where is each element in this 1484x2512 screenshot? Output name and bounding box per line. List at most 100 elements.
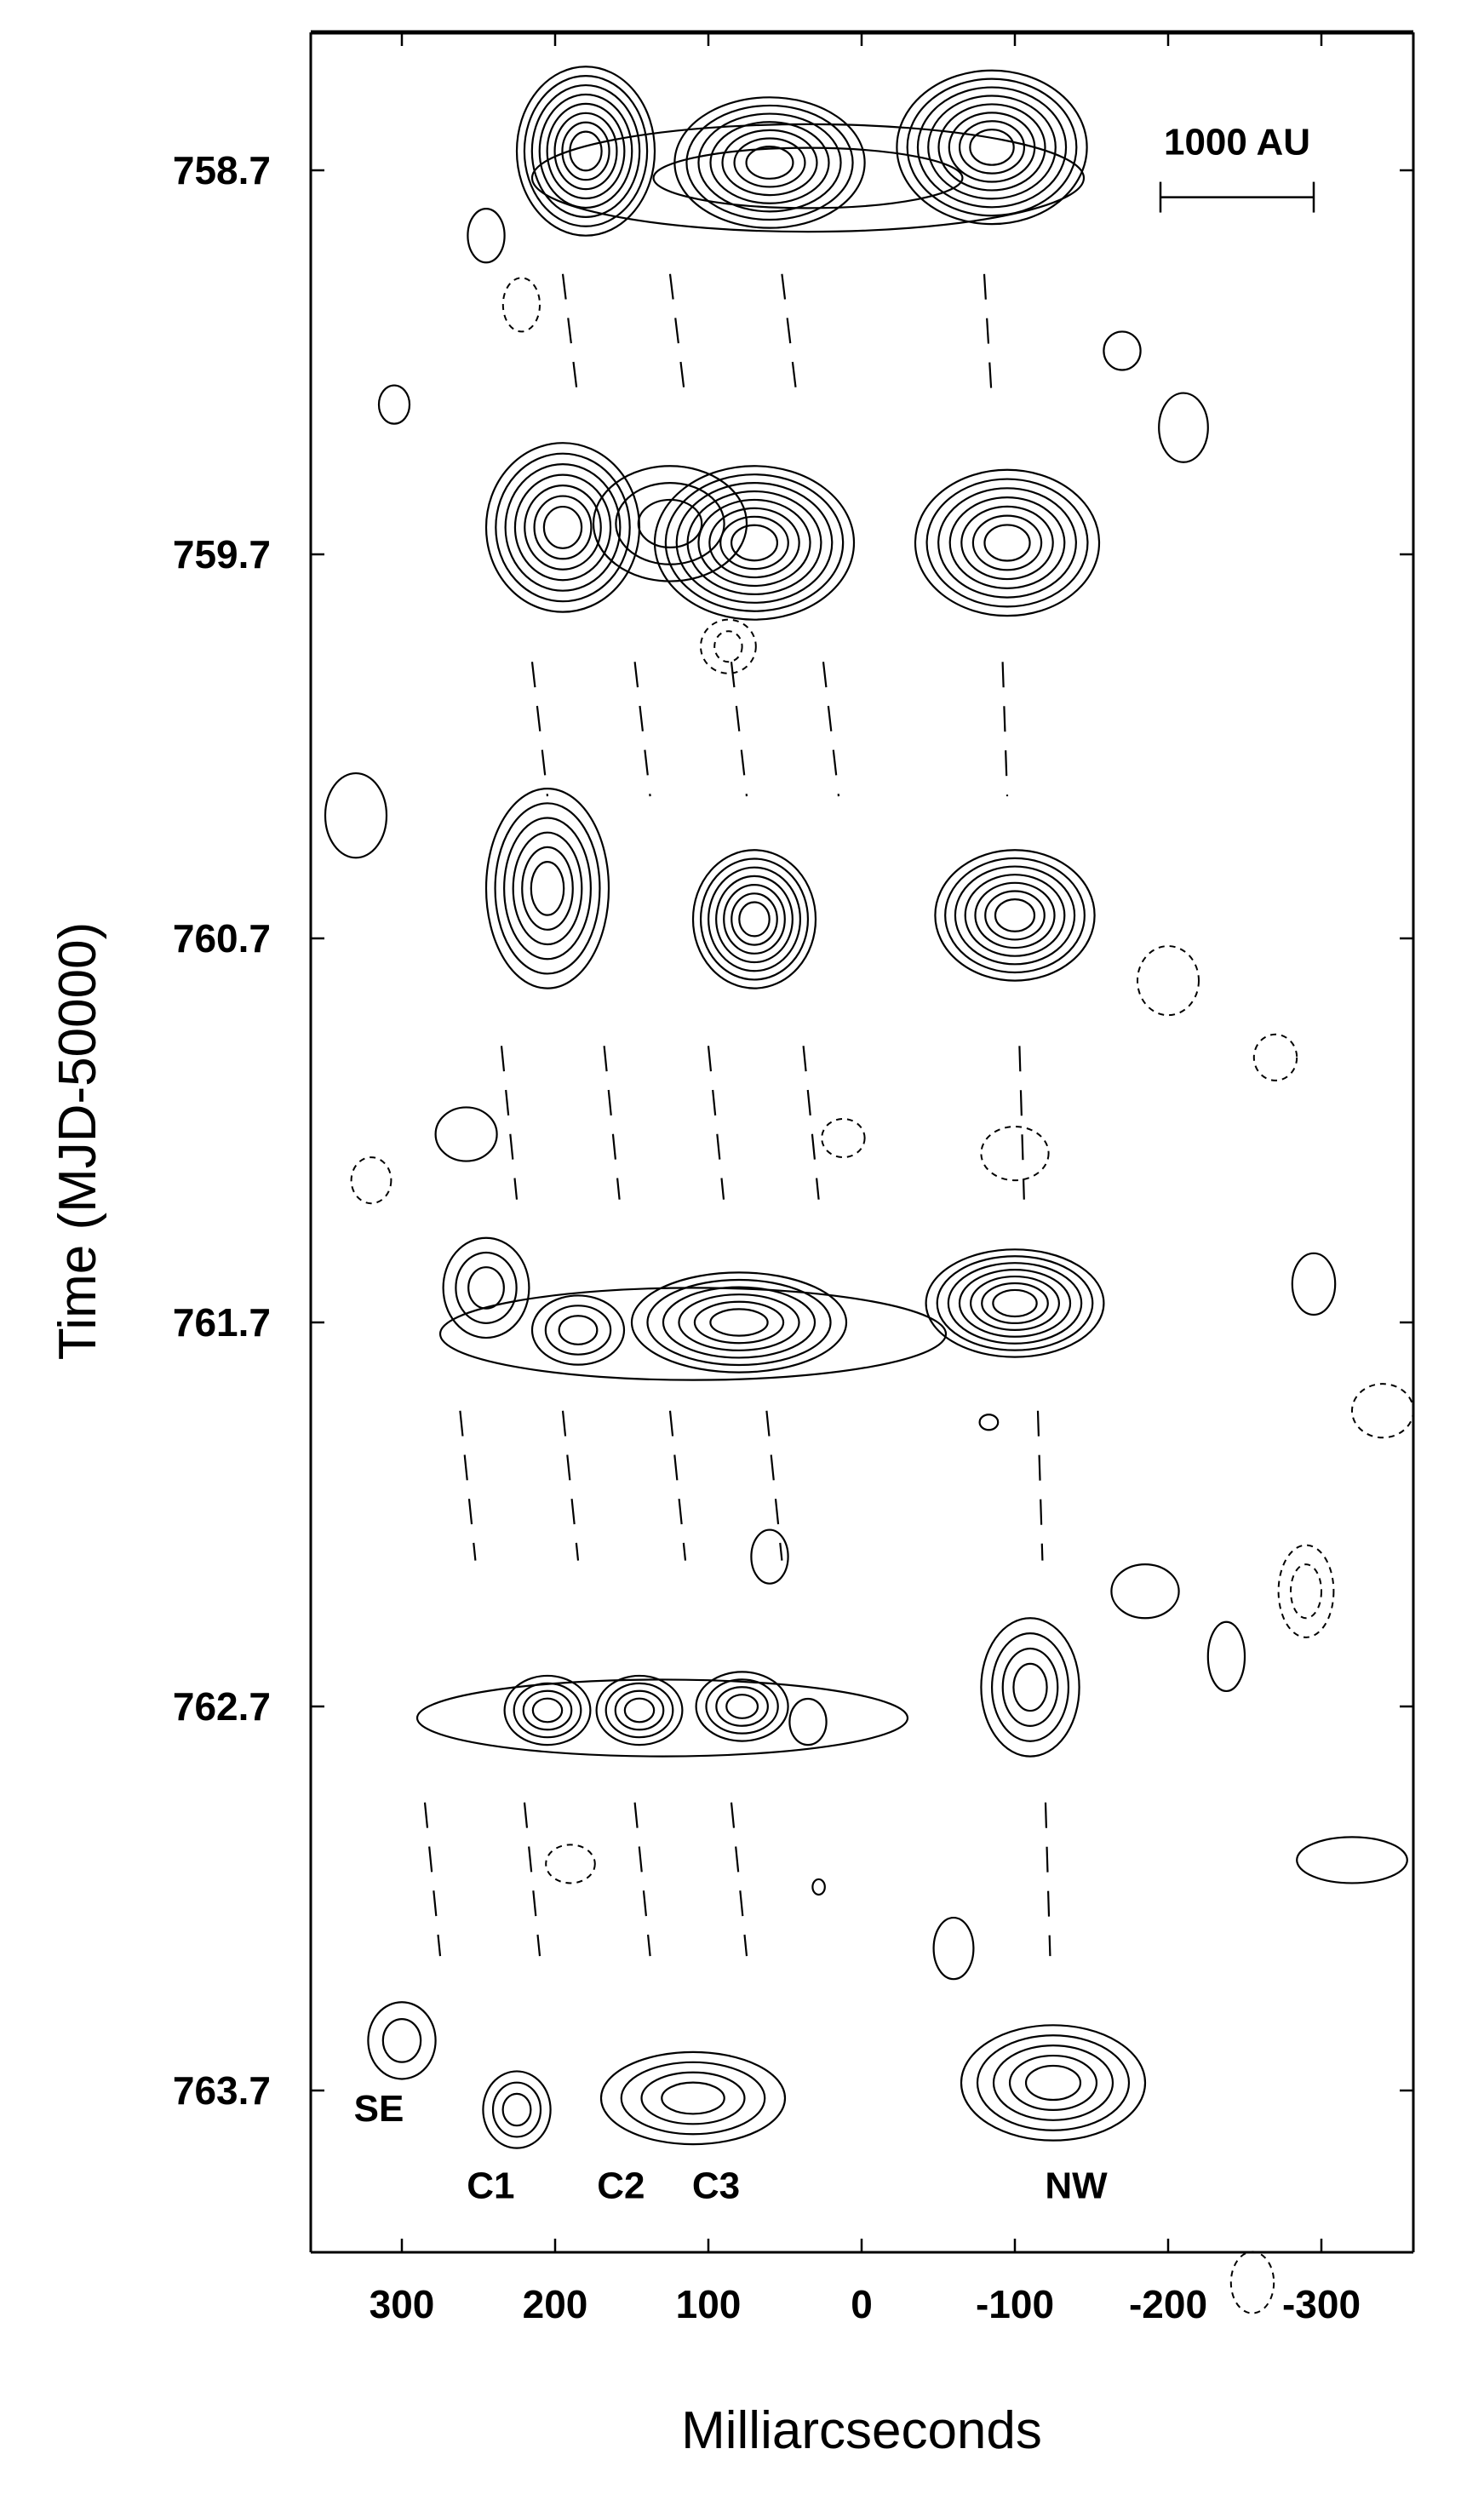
epoch-0-source-2-level-6 bbox=[958, 120, 1026, 175]
epoch-1-source-2-level-2 bbox=[637, 498, 703, 548]
y-axis-ticks: 758.7 759.7 760.7 761.7 762.7 763.7 bbox=[173, 148, 1413, 2113]
noise-contour-5 bbox=[324, 771, 388, 859]
epoch-1-source-0-level-2 bbox=[504, 463, 622, 592]
x-tick-label-2: 100 bbox=[676, 2282, 742, 2326]
noise-contour-24 bbox=[932, 1916, 975, 1981]
epoch-3 bbox=[438, 1236, 1105, 1381]
epoch-4-source-2-level-0 bbox=[695, 1671, 789, 1742]
epoch-5-source-0-level-0 bbox=[367, 2001, 437, 2080]
epoch-1-source-1-level-5 bbox=[708, 507, 800, 579]
epoch-3-source-2-level-5 bbox=[709, 1308, 769, 1337]
x-tick-label-0: 300 bbox=[370, 2282, 435, 2326]
y-tick-label-4: 762.7 bbox=[173, 1684, 271, 1729]
epoch-1-source-3-level-6 bbox=[983, 524, 1031, 562]
epoch-3-source-1-level-0 bbox=[530, 1294, 626, 1366]
epoch-1-source-1-level-2 bbox=[675, 482, 834, 604]
track-4 bbox=[530, 662, 549, 797]
epoch-1-source-3-level-5 bbox=[971, 514, 1043, 571]
x-tick-label-1: 200 bbox=[523, 2282, 588, 2326]
epoch-3-source-0-level-2 bbox=[467, 1266, 505, 1310]
epoch-contours bbox=[367, 66, 1147, 2149]
y-tick-label-1: 759.7 bbox=[173, 532, 271, 576]
epoch-2-source-1-level-1 bbox=[699, 857, 810, 981]
epoch-1-source-0-level-5 bbox=[533, 495, 593, 560]
x-tick-label-5: -200 bbox=[1129, 2282, 1207, 2326]
negative-contour-22 bbox=[545, 1844, 596, 1884]
epoch-3-source-2-level-1 bbox=[646, 1278, 832, 1367]
epoch-2 bbox=[484, 788, 1096, 989]
epoch-2-source-2-level-5 bbox=[984, 890, 1046, 941]
negative-contour-1 bbox=[501, 277, 541, 333]
epoch-0-source-1-level-3 bbox=[709, 121, 830, 204]
epoch-1-source-1-level-7 bbox=[730, 524, 779, 562]
component-label-c2: C2 bbox=[597, 2165, 645, 2206]
component-labels: SE C1 C2 C3 NW bbox=[354, 2088, 1108, 2206]
negative-contour-6 bbox=[700, 618, 757, 674]
y-tick-label-5: 763.7 bbox=[173, 2068, 271, 2113]
epoch-2-source-1-level-5 bbox=[731, 892, 778, 946]
epoch-1-source-1-level-1 bbox=[664, 473, 845, 612]
epoch-1-source-3-level-3 bbox=[948, 496, 1066, 589]
track-2 bbox=[781, 273, 799, 401]
track-6 bbox=[730, 662, 748, 797]
epoch-3-source-0-level-0 bbox=[442, 1236, 530, 1339]
epoch-1-source-3-level-4 bbox=[960, 505, 1054, 581]
epoch-0-source-0-level-6 bbox=[561, 121, 610, 181]
epoch-4-source-3-level-1 bbox=[990, 1632, 1070, 1742]
noise-contour-25 bbox=[1296, 1836, 1408, 1884]
epoch-5-source-3-level-1 bbox=[976, 2034, 1131, 2131]
epoch-5-source-1-level-2 bbox=[501, 2092, 532, 2127]
track-5 bbox=[633, 662, 651, 797]
negative-contour-20 bbox=[1277, 1544, 1335, 1638]
epoch-4 bbox=[415, 1617, 1080, 1758]
epoch-5-source-2-level-2 bbox=[640, 2071, 746, 2125]
x-axis-ticks: 300 200 100 0 -100 -200 -300 bbox=[370, 32, 1361, 2326]
epoch-2-source-1-level-4 bbox=[723, 883, 786, 955]
epoch-3-source-2-level-3 bbox=[678, 1293, 800, 1351]
epoch-3-source-0-level-1 bbox=[455, 1251, 518, 1324]
epoch-0-source-2-level-7 bbox=[969, 129, 1015, 166]
epoch-5-source-2-level-1 bbox=[620, 2061, 766, 2136]
epoch-3-source-3-level-5 bbox=[981, 1282, 1049, 1325]
epoch-2-source-0-level-2 bbox=[503, 817, 592, 961]
epoch-3-source-3-level-2 bbox=[947, 1262, 1083, 1345]
epoch-2-source-2-level-1 bbox=[944, 857, 1086, 974]
epoch-0-source-1-level-6 bbox=[745, 146, 794, 180]
epoch-4-source-0-level-2 bbox=[522, 1689, 573, 1731]
epoch-2-source-2-level-4 bbox=[974, 881, 1056, 949]
epoch-2-source-1-level-3 bbox=[715, 875, 794, 964]
epoch-3-source-1-level-1 bbox=[544, 1305, 612, 1356]
epoch-1-source-0-level-3 bbox=[513, 473, 612, 582]
epoch-5 bbox=[367, 2001, 1147, 2149]
x-tick-label-6: -300 bbox=[1282, 2282, 1361, 2326]
track-18 bbox=[1036, 1410, 1044, 1561]
epoch-3-source-2-level-4 bbox=[693, 1300, 785, 1345]
epoch-3-source-3-level-0 bbox=[925, 1248, 1105, 1358]
negative-contour-21 bbox=[1290, 1563, 1322, 1620]
epoch-4-source-1-level-3 bbox=[623, 1697, 656, 1723]
x-tick-label-4: -100 bbox=[976, 2282, 1054, 2326]
x-axis-label: Milliarcseconds bbox=[681, 2401, 1042, 2460]
epoch-3-source-2-level-2 bbox=[662, 1286, 816, 1359]
track-15 bbox=[561, 1410, 580, 1561]
epoch-0-source-0-level-1 bbox=[523, 75, 649, 227]
epoch-1-source-0-level-4 bbox=[524, 485, 602, 571]
epoch-5-source-1-level-0 bbox=[482, 2070, 552, 2149]
epoch-1-source-3-level-1 bbox=[925, 478, 1089, 608]
negative-contour-12 bbox=[821, 1117, 866, 1159]
epoch-0-source-0-level-0 bbox=[515, 66, 656, 237]
noise-contour-3 bbox=[1103, 330, 1142, 371]
epoch-2-source-2-level-0 bbox=[934, 849, 1096, 982]
epoch-3-source-4-level-0 bbox=[438, 1287, 948, 1381]
epoch-2-source-1-level-6 bbox=[738, 901, 771, 938]
epoch-2-source-1-level-2 bbox=[708, 866, 801, 972]
epoch-5-source-0-level-1 bbox=[381, 2018, 422, 2063]
epoch-4-source-5-level-0 bbox=[415, 1678, 909, 1758]
epoch-0-source-1-level-2 bbox=[697, 112, 842, 213]
epoch-1-source-1-level-4 bbox=[697, 498, 811, 588]
noise-contour-19 bbox=[1206, 1620, 1246, 1693]
epoch-1-source-1-level-6 bbox=[719, 515, 789, 571]
x-tick-label-3: 0 bbox=[851, 2282, 873, 2326]
negative-contour-8 bbox=[1137, 945, 1200, 1017]
epoch-0-source-1-level-5 bbox=[733, 137, 806, 188]
